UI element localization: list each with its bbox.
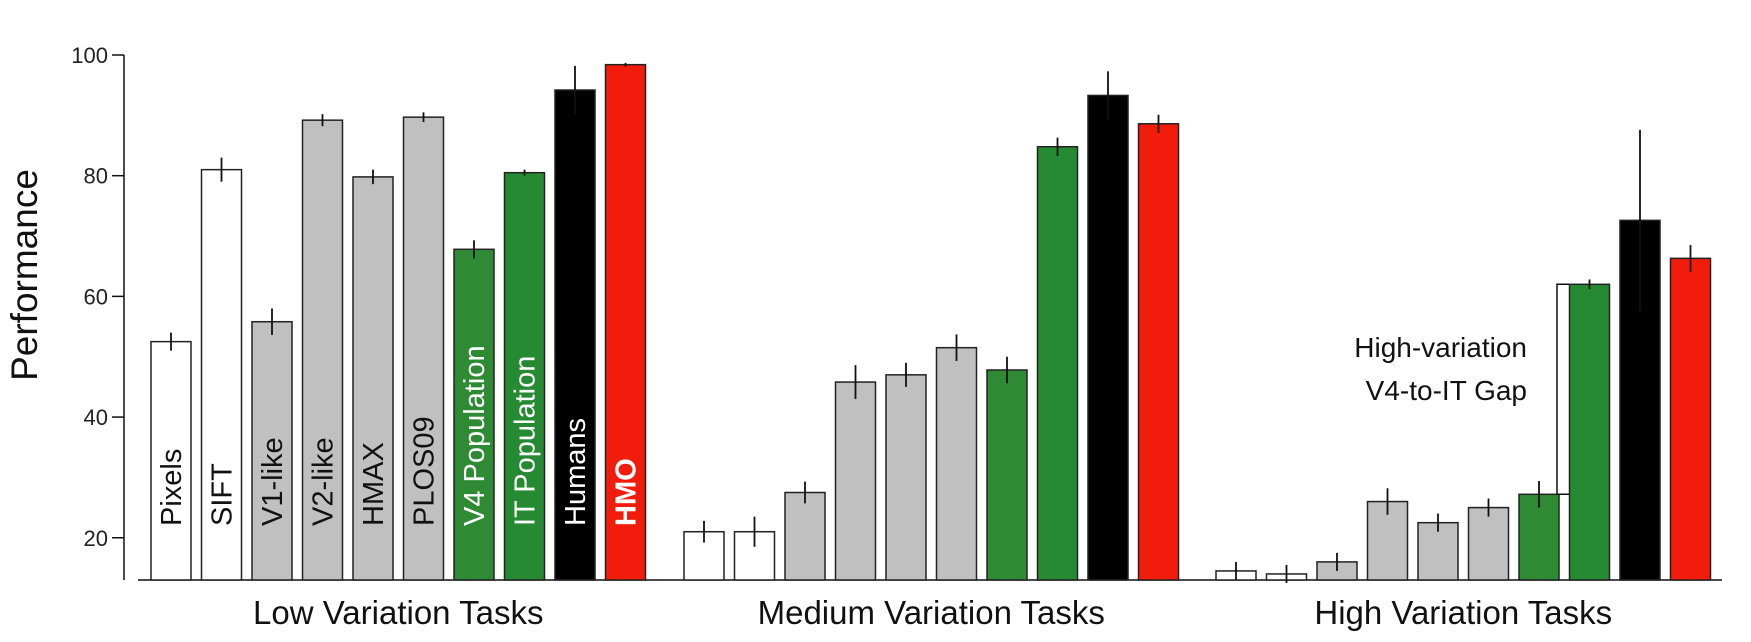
bar-v2-like (301, 119, 344, 581)
y-tick-label: 20 (84, 526, 108, 551)
bar-plos09 (1467, 506, 1510, 581)
bar-v4-population (986, 369, 1028, 581)
bar-hmax (885, 374, 927, 581)
bar-plos09 (402, 116, 445, 581)
bar-humans (1087, 94, 1129, 581)
bar-label: HMAX (358, 442, 390, 526)
bar-v1-like (784, 491, 826, 581)
annotation-text: V4-to-IT Gap (1366, 375, 1527, 406)
bar-hmo (1669, 257, 1712, 581)
group-label: Medium Variation Tasks (758, 594, 1105, 631)
group-label: Low Variation Tasks (253, 594, 543, 631)
bar-humans (554, 89, 596, 581)
bar-hmo (604, 63, 647, 581)
bar-pixels (150, 340, 192, 581)
bar-sift (200, 168, 243, 581)
group-labels: Low Variation Tasks Medium Variation Task… (253, 594, 1612, 631)
v4-to-it-gap-annotation: High-variation V4-to-IT Gap (1354, 283, 1569, 496)
bar-label: V2-like (308, 437, 340, 526)
y-tick-label: 100 (71, 43, 108, 68)
bar-v4-population (1518, 493, 1560, 581)
y-tick-label: 60 (84, 284, 108, 309)
bar-label: IT Population (510, 356, 542, 526)
bar-v4-population (453, 248, 495, 581)
group-label: High Variation Tasks (1314, 594, 1612, 631)
bar-label: Humans (560, 418, 592, 526)
bar-label: SIFT (207, 463, 239, 526)
bars: Pixels SIFT V1-like V2-like HMAX PLOS09 V4 Pop… (150, 62, 1712, 584)
y-tick-label: 40 (84, 405, 108, 430)
bar-label: PLOS09 (409, 416, 441, 526)
bar-plos09 (935, 346, 978, 581)
bar-it-population (1568, 283, 1611, 581)
annotation-text: High-variation (1354, 332, 1527, 363)
bar-hmax (352, 176, 394, 581)
bar-hmax (1417, 521, 1459, 581)
bar-label: V4 Population (459, 345, 491, 526)
gap-bracket (1556, 283, 1569, 496)
bar-it-population (1036, 145, 1079, 581)
y-tick-label: 80 (84, 164, 108, 189)
bar-v2-like (834, 381, 877, 581)
bar-hmo (1137, 123, 1180, 581)
bar-label: Pixels (156, 449, 188, 526)
y-axis-label: Performance (4, 169, 45, 381)
bar-label: HMO (611, 458, 643, 526)
bar-label: V1-like (257, 437, 289, 526)
